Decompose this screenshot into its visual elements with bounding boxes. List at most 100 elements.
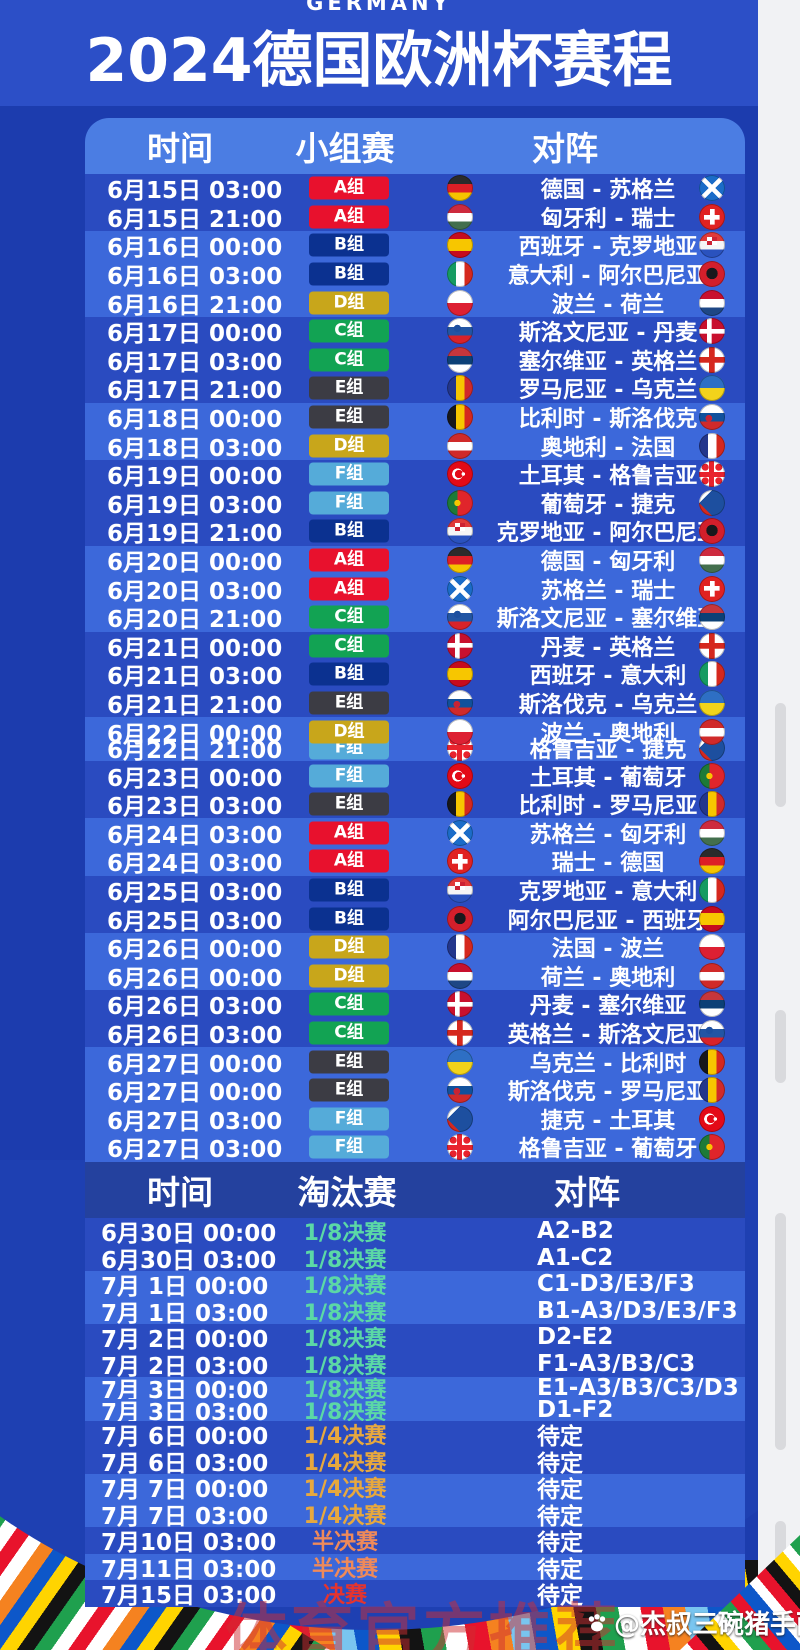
matchup-code: C1-D3/E3/F3 xyxy=(537,1271,695,1298)
match-row: 6月19日 03:00 F组 葡萄牙 - 捷克 xyxy=(85,488,745,519)
team-flag-icon xyxy=(447,962,473,989)
match-time: 6月15日 21:00 xyxy=(107,206,283,233)
match-time: 6月27日 03:00 xyxy=(107,1108,283,1135)
match-row: 6月27日 00:00 E组 斯洛伐克 - 罗马尼亚 xyxy=(85,1075,745,1107)
team-flag-icon xyxy=(447,203,473,230)
match-row: 6月24日 03:00 A组 苏格兰 - 匈牙利 xyxy=(85,818,745,849)
match-teams: 斯洛伐克 - 罗马尼亚 xyxy=(507,1080,709,1106)
team-flag-icon xyxy=(447,432,473,459)
match-time: 6月27日 00:00 xyxy=(107,1080,283,1107)
team-flag-icon xyxy=(447,232,473,259)
group-badge: C组 xyxy=(309,605,389,629)
team-flag-icon xyxy=(699,1019,725,1046)
match-time: 7月 1日 00:00 xyxy=(101,1274,269,1301)
knockout-row: 6月30日 00:00 1/8决赛 A2-B2 xyxy=(85,1218,745,1247)
matchup-code: 待定 xyxy=(537,1503,583,1530)
team-flag-icon xyxy=(447,318,473,345)
team-flag-icon xyxy=(699,632,725,659)
schedule-poster: GERMANY 2024德国欧洲杯赛程 时间 小组赛 对阵 6月15日 03:0… xyxy=(0,0,758,1650)
match-time: 7月15日 03:00 xyxy=(101,1583,277,1610)
team-flag-icon xyxy=(447,718,473,745)
knockout-row: 7月 1日 03:00 1/8决赛 B1-A3/D3/E3/F3 xyxy=(85,1297,745,1327)
scrollbar-thumb[interactable] xyxy=(775,703,786,807)
column-header-knockout: 淘汰赛 xyxy=(297,1173,397,1212)
match-time: 6月24日 03:00 xyxy=(107,822,283,849)
match-row: 6月15日 03:00 A组 德国 - 苏格兰 xyxy=(85,174,745,204)
match-time: 7月 7日 00:00 xyxy=(101,1477,269,1504)
team-flag-icon xyxy=(699,689,725,716)
group-badge: A组 xyxy=(309,849,389,873)
match-time: 6月19日 03:00 xyxy=(107,492,283,519)
team-flag-icon xyxy=(699,404,725,431)
match-time: 7月 2日 03:00 xyxy=(101,1353,269,1380)
group-badge: E组 xyxy=(309,1050,389,1074)
match-time: 6月26日 00:00 xyxy=(107,937,283,964)
country-label: GERMANY xyxy=(306,0,452,15)
stage-label: 1/4决赛 xyxy=(303,1503,387,1529)
matchup-code: A1-C2 xyxy=(537,1244,614,1271)
match-teams: 西班牙 - 克罗地亚 xyxy=(518,235,698,261)
stage-label: 1/8决赛 xyxy=(303,1327,387,1353)
match-row: 6月26日 03:00 C组 丹麦 - 塞尔维亚 xyxy=(85,990,745,1020)
group-badge: E组 xyxy=(309,405,389,429)
team-flag-icon xyxy=(699,762,725,789)
team-flag-icon xyxy=(447,661,473,688)
group-stage-table: 6月15日 03:00 A组 德国 - 苏格兰 6月15日 21:00 A组 匈… xyxy=(85,174,745,1163)
match-row: 6月20日 03:00 A组 苏格兰 - 瑞士 xyxy=(85,574,745,605)
stage-label: 决赛 xyxy=(322,1583,367,1609)
team-flag-icon xyxy=(699,461,725,488)
match-teams: 丹麦 - 英格兰 xyxy=(540,635,676,661)
match-time: 6月16日 21:00 xyxy=(107,292,283,319)
team-flag-icon xyxy=(699,1105,725,1132)
match-row: 6月17日 00:00 C组 斯洛文尼亚 - 丹麦 xyxy=(85,316,745,347)
group-badge: D组 xyxy=(309,964,389,988)
knockout-table: 时间 淘汰赛 对阵 6月30日 00:00 1/8决赛 A2-B2 6月30日 … xyxy=(85,1162,745,1610)
column-header-time: 时间 xyxy=(147,1173,213,1212)
match-row: 6月26日 00:00 D组 荷兰 - 奥地利 xyxy=(85,961,745,992)
title-background xyxy=(0,0,758,106)
scrollbar-thumb[interactable] xyxy=(775,1213,786,1450)
team-flag-icon xyxy=(447,1048,473,1075)
team-flag-icon xyxy=(699,876,725,903)
stage-label: 1/8决赛 xyxy=(303,1247,387,1273)
match-time: 6月21日 03:00 xyxy=(107,664,283,691)
team-flag-icon xyxy=(699,791,725,818)
team-flag-icon xyxy=(447,1105,473,1132)
matchup-code: 待定 xyxy=(537,1556,583,1583)
match-teams: 斯洛文尼亚 - 塞尔维亚 xyxy=(496,607,720,633)
match-time: 6月19日 00:00 xyxy=(107,464,283,491)
match-time: 6月21日 21:00 xyxy=(107,692,283,719)
match-time: 6月17日 21:00 xyxy=(107,378,283,405)
team-flag-icon xyxy=(447,175,473,202)
match-teams: 匈牙利 - 瑞士 xyxy=(540,206,676,232)
scrollbar-thumb[interactable] xyxy=(775,1010,786,1083)
match-time: 6月23日 03:00 xyxy=(107,794,283,821)
group-badge: C组 xyxy=(309,634,389,658)
knockout-row: 7月 1日 00:00 1/8决赛 C1-D3/E3/F3 xyxy=(85,1271,745,1300)
group-badge: E组 xyxy=(309,691,389,715)
knockout-row: 7月11日 03:00 半决赛 待定 xyxy=(85,1553,745,1583)
group-badge: D组 xyxy=(309,291,389,315)
match-time: 6月26日 00:00 xyxy=(107,965,283,992)
team-flag-icon xyxy=(699,203,725,230)
group-badge: E组 xyxy=(309,376,389,400)
scrollbar-track[interactable] xyxy=(758,0,800,1650)
match-row: 6月26日 03:00 C组 英格兰 - 斯洛文尼亚 xyxy=(85,1018,745,1049)
match-row: 6月16日 21:00 D组 波兰 - 荷兰 xyxy=(85,288,745,319)
matchup-code: A2-B2 xyxy=(537,1218,614,1245)
stage-label: 1/4决赛 xyxy=(303,1424,387,1450)
matchup-code: 待定 xyxy=(537,1424,583,1451)
team-flag-icon xyxy=(699,489,725,516)
match-teams: 塞尔维亚 - 英格兰 xyxy=(518,349,698,375)
match-time: 6月22日 21:00 xyxy=(107,737,283,764)
knockout-row: 7月 7日 00:00 1/4决赛 待定 xyxy=(85,1474,745,1503)
match-teams: 捷克 - 土耳其 xyxy=(540,1108,676,1134)
match-time: 6月27日 00:00 xyxy=(107,1051,283,1078)
page-title: 2024德国欧洲杯赛程 xyxy=(85,26,673,96)
group-badge: B组 xyxy=(309,907,389,931)
team-flag-icon xyxy=(699,261,725,288)
match-time: 6月23日 00:00 xyxy=(107,765,283,792)
team-flag-icon xyxy=(447,1134,473,1161)
match-row: 6月26日 00:00 D组 法国 - 波兰 xyxy=(85,932,745,964)
knockout-row: 7月 6日 00:00 1/4决赛 待定 xyxy=(85,1421,745,1450)
